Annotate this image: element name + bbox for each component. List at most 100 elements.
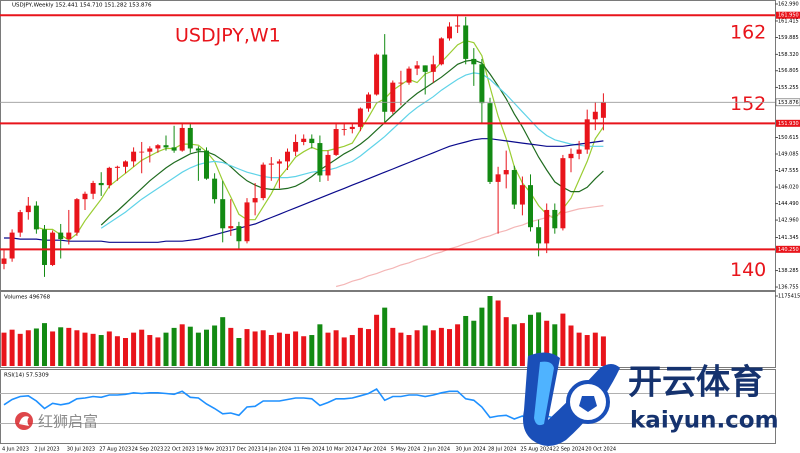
volume-bar — [236, 338, 242, 366]
brand-site: kaiyun.com — [630, 408, 779, 434]
volume-bar — [155, 337, 161, 366]
y-tick-label: 144.490 — [778, 201, 799, 207]
volume-bar — [220, 317, 226, 366]
brand-logo — [523, 352, 620, 446]
chart-header: USDJPY,Weekly 152.441 154.710 151.282 15… — [12, 3, 152, 9]
candle-body — [106, 167, 112, 186]
x-tick-label: 17 Dec 2023 — [229, 447, 261, 453]
volume-bar — [544, 320, 550, 366]
candle-body — [58, 232, 64, 240]
candle-body — [9, 232, 15, 259]
volume-bar — [90, 333, 96, 366]
candle-body — [17, 212, 23, 233]
candle-body — [374, 54, 380, 95]
x-tick-label: 30 Jul 2023 — [67, 447, 95, 453]
volume-bar — [66, 327, 72, 366]
volume-bar — [349, 335, 355, 366]
volume-bar — [293, 331, 299, 366]
volume-bar — [212, 325, 218, 366]
current-price-box — [775, 98, 800, 107]
candle-body — [447, 26, 452, 39]
level-label: 151.930 — [778, 121, 799, 127]
x-tick-label: 24 Sep 2023 — [132, 447, 164, 453]
volume-bar — [25, 330, 31, 366]
candle-body — [171, 147, 177, 151]
y-tick-label: 158.320 — [778, 52, 799, 58]
volume-bar — [592, 332, 598, 366]
logo-k-highlight — [534, 361, 554, 426]
volume-bar — [398, 332, 404, 366]
volume-bar — [455, 324, 461, 366]
volume-bar — [406, 335, 412, 366]
candle-body — [333, 129, 339, 155]
candle-body — [212, 178, 218, 200]
volume-bar — [42, 323, 47, 366]
candle-body — [98, 182, 104, 186]
candle-body — [455, 25, 461, 27]
x-tick-label: 14 Jan 2024 — [261, 447, 291, 453]
volume-bar — [576, 332, 582, 366]
level-annotation: 162 — [730, 22, 766, 44]
volume-bar — [17, 333, 23, 366]
x-tick-label: 25 Aug 2024 — [520, 447, 552, 453]
candle-body — [33, 205, 39, 230]
candle-body — [560, 158, 566, 229]
volume-bar — [560, 313, 566, 366]
lion-icon-detail — [19, 416, 29, 426]
volume-bar — [584, 335, 590, 366]
candle-body — [276, 161, 282, 164]
volume-bar — [495, 300, 501, 366]
x-tick-label: 4 Jun 2023 — [2, 447, 29, 453]
price-pane — [0, 0, 776, 291]
candle-body — [430, 64, 436, 72]
volume-bar — [317, 324, 323, 366]
volume-bar — [9, 329, 15, 366]
y-tick-label: 150.615 — [778, 135, 799, 141]
y-tick-label: 142.960 — [778, 218, 799, 224]
moving-average — [100, 72, 604, 229]
logo-ball-patch — [579, 396, 597, 412]
x-tick-label: 2 Jul 2023 — [34, 447, 59, 453]
volume-bar — [479, 307, 485, 366]
candle-body — [139, 151, 145, 153]
x-tick-label: 7 Apr 2024 — [358, 447, 386, 453]
y-tick-label: 136.755 — [778, 285, 799, 291]
rsi-title: RSI(14) 57.5309 — [4, 373, 49, 379]
level-label-box — [776, 245, 800, 253]
volume-bar — [50, 331, 56, 366]
candle-body — [301, 138, 307, 142]
volume-bar — [147, 335, 153, 366]
candle-body — [438, 38, 444, 65]
current-price-label: 153.876 — [778, 100, 799, 106]
candle-body — [366, 94, 371, 109]
candle-body — [123, 161, 128, 167]
candle-body — [220, 199, 226, 229]
x-tick-label: 28 Jul 2024 — [488, 447, 516, 453]
candle-body — [422, 65, 428, 72]
candle-body — [293, 141, 299, 152]
volume-bar — [447, 329, 452, 366]
volume-bar — [131, 332, 137, 366]
volume-bar — [366, 329, 371, 366]
candle-body — [600, 102, 606, 118]
volume-bar — [228, 327, 234, 366]
moving-average — [335, 205, 604, 288]
volume-bar — [1, 332, 7, 366]
candle-body — [147, 148, 153, 152]
candle-body — [568, 153, 574, 159]
volume-bar — [123, 338, 128, 366]
volume-bar — [511, 324, 517, 366]
volume-bar — [195, 332, 201, 366]
volume-title: Volumes 496768 — [4, 295, 51, 301]
candle-body — [503, 170, 509, 175]
watermark-left-text: 红狮启富 — [38, 413, 98, 431]
x-tick-label: 22 Oct 2023 — [164, 447, 195, 453]
volume-bar — [333, 330, 339, 366]
watermark-left: 红狮启富 — [15, 412, 98, 431]
candle-body — [114, 166, 120, 168]
candle-body — [90, 182, 96, 194]
candle-body — [519, 185, 525, 205]
volume-bar — [204, 329, 209, 366]
volume-bar — [487, 296, 493, 366]
